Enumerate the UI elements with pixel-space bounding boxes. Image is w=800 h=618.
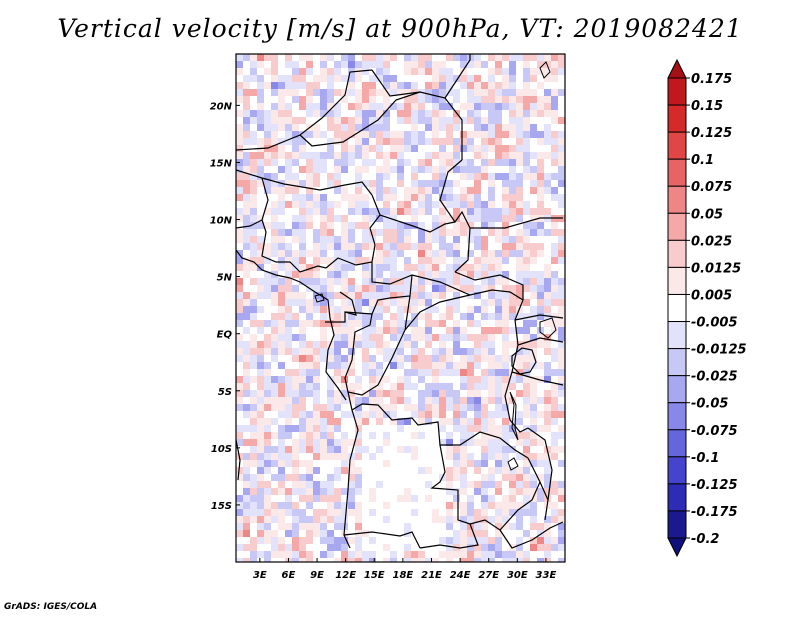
lon-tick-label: 24E [450, 570, 471, 581]
colorbar-swatch [667, 185, 687, 214]
lon-tick-label: 21E [421, 570, 442, 581]
colorbar-swatch [667, 402, 687, 431]
lat-tick-label: 15N [210, 158, 233, 169]
colorbar-swatch [667, 104, 687, 133]
colorbar-label: -0.1 [691, 451, 719, 466]
colorbar-label: -0.005 [691, 316, 738, 331]
colorbar-label: -0.125 [691, 478, 738, 493]
colorbar-swatch [667, 348, 687, 377]
lon-tick-label: 12E [335, 570, 356, 581]
lon-tick-label: 27E [478, 570, 499, 581]
lon-tick-label: 30E [507, 570, 528, 581]
lon-tick-label: 3E [253, 570, 267, 581]
velocity-field [236, 54, 565, 562]
colorbar-swatch [667, 131, 687, 160]
colorbar-label: 0.025 [691, 234, 732, 249]
lon-tick-label: 33E [536, 570, 557, 581]
lat-tick-label: 10S [211, 444, 232, 455]
lon-tick-label: 9E [310, 570, 324, 581]
colorbar-label: 0.175 [691, 72, 732, 87]
colorbar-label: -0.175 [691, 505, 738, 520]
colorbar-swatch [667, 510, 687, 539]
lat-tick-label: 10N [210, 216, 233, 227]
colorbar-label: 0.1 [691, 153, 714, 168]
colorbar-swatch [667, 212, 687, 241]
colorbar-swatch [667, 483, 687, 512]
colorbar-min-arrow [667, 537, 687, 558]
colorbar-swatch [667, 158, 687, 187]
colorbar-label: -0.0125 [691, 343, 747, 358]
colorbar-label: 0.15 [691, 99, 723, 114]
colorbar-label: -0.05 [691, 397, 728, 412]
colorbar: 0.175 0.15 0.125 0.1 0.075 0.05 0.025 0.0125 0.0… [667, 58, 747, 558]
lat-tick-label: EQ [217, 330, 233, 341]
colorbar-label: 0.125 [691, 126, 732, 141]
lat-tick-label: 20N [210, 101, 233, 112]
colorbar-label: -0.075 [691, 424, 738, 439]
colorbar-swatch [667, 321, 687, 350]
map-frame [235, 53, 566, 563]
colorbar-max-arrow [667, 58, 687, 79]
colorbar-swatch [667, 375, 687, 404]
colorbar-swatch [667, 429, 687, 458]
colorbar-swatch [667, 239, 687, 268]
colorbar-label: 0.0125 [691, 261, 741, 276]
colorbar-swatch [667, 456, 687, 485]
colorbar-swatch [667, 266, 687, 295]
lon-tick-label: 15E [364, 570, 385, 581]
colorbar-swatch [667, 77, 687, 106]
lat-tick-label: 5S [218, 387, 232, 398]
colorbar-label: 0.05 [691, 207, 723, 222]
lon-tick-label: 18E [393, 570, 414, 581]
colorbar-swatch [667, 293, 687, 323]
lon-tick-label: 6E [282, 570, 296, 581]
grads-credit: GrADS: IGES/COLA [4, 602, 98, 612]
colorbar-label: 0.075 [691, 180, 732, 195]
country-borders [236, 54, 564, 549]
lat-tick-label: 15S [211, 501, 232, 512]
axis-ticks: 3E 6E 9E 12E 15E 18E 21E 24E 27E 30E 33E 20N 15N 10N 5… [210, 101, 557, 581]
chart-title: Vertical velocity [m/s] at 900hPa, VT: 2… [57, 14, 743, 43]
colorbar-label: 0.005 [691, 288, 732, 303]
lat-tick-label: 5N [217, 273, 233, 284]
colorbar-label: -0.2 [691, 532, 719, 547]
colorbar-label: -0.025 [691, 370, 738, 385]
